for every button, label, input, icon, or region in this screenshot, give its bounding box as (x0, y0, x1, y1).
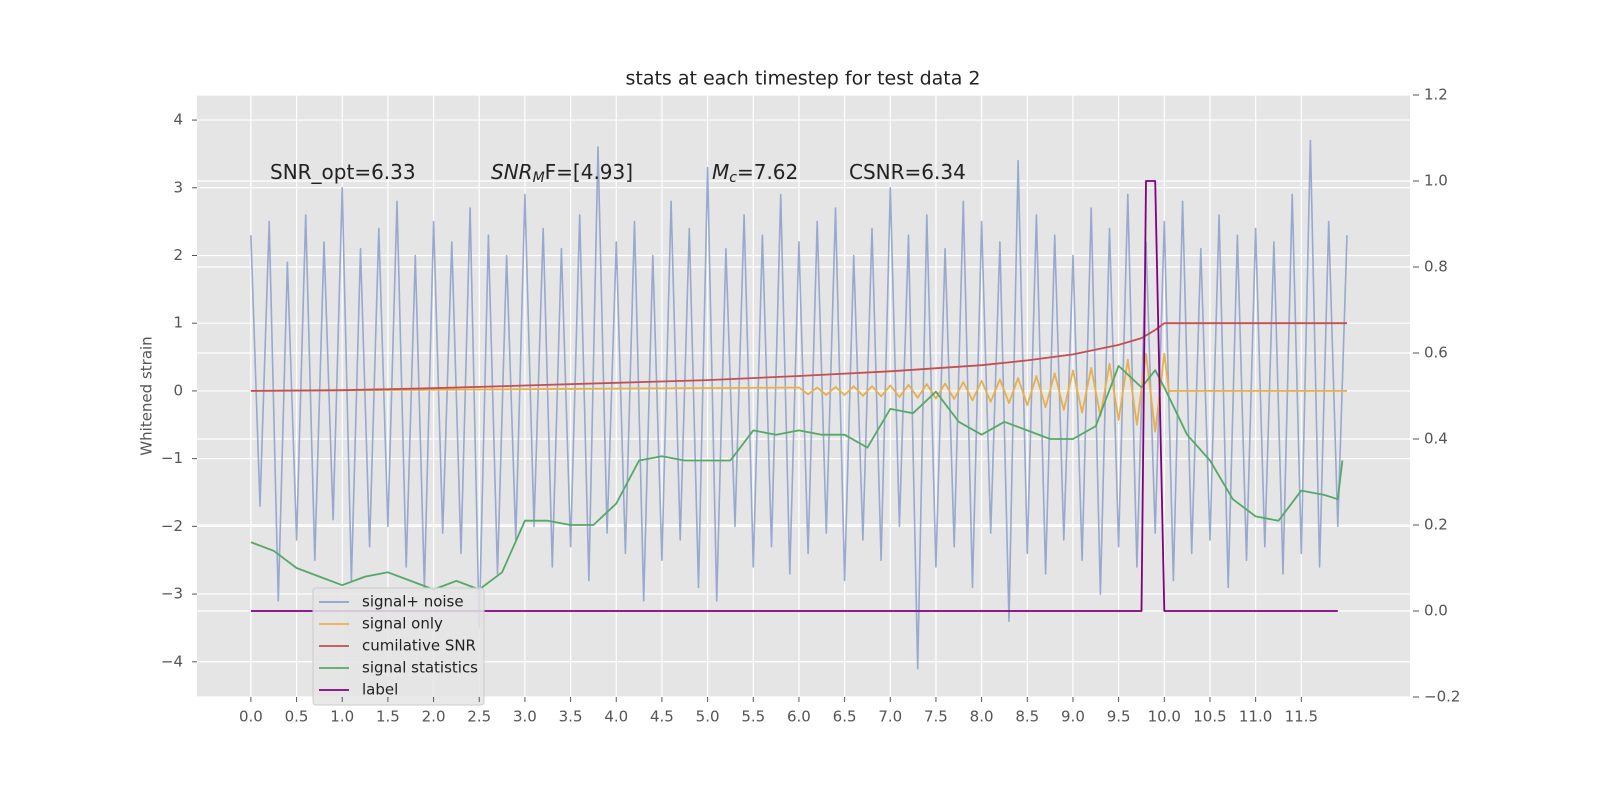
x-tick-label: 1.5 (376, 708, 400, 726)
y2-tick-label: −0.2 (1424, 688, 1460, 706)
y-tick-label: 4 (173, 111, 183, 129)
x-tick-label: 7.5 (924, 708, 948, 726)
legend-label: signal only (362, 615, 443, 633)
y-tick-label: −1 (161, 449, 183, 467)
x-tick-label: 2.5 (467, 708, 491, 726)
y-tick-label: −3 (161, 585, 183, 603)
legend-box (312, 587, 485, 706)
y2-tick-label: 1.2 (1424, 86, 1448, 104)
annotation-text: SNR_opt=6.33 (270, 160, 416, 184)
y-tick-label: −4 (161, 652, 183, 670)
x-tick-label: 8.5 (1015, 708, 1039, 726)
x-tick-label: 1.0 (330, 708, 354, 726)
annotation-text: M (712, 160, 729, 184)
y2-tick-label: 0.4 (1424, 430, 1448, 448)
x-tick-label: 8.0 (970, 708, 994, 726)
x-tick-label: 6.5 (833, 708, 857, 726)
y-axis-label: Whitened strain (138, 336, 156, 455)
legend-label: signal+ noise (362, 593, 464, 611)
x-tick-label: 0.0 (239, 708, 263, 726)
series-line (250, 139, 1348, 670)
x-tick-label: 10.5 (1193, 708, 1226, 726)
annotation-rest: =7.62 (737, 160, 798, 184)
x-tick-label: 10.0 (1148, 708, 1181, 726)
annotation-subscript: M (533, 170, 545, 186)
annotation-text: CSNR=6.34 (849, 160, 966, 184)
annotation: SNR_opt=6.33 (270, 160, 416, 184)
series-line (250, 180, 1338, 612)
x-tick-label: 5.0 (696, 708, 720, 726)
annotation-rest: F=[4.93] (545, 160, 633, 184)
chart-title: stats at each timestep for test data 2 (625, 68, 980, 90)
x-tick-label: 0.5 (285, 708, 309, 726)
x-tick-label: 4.0 (604, 708, 628, 726)
x-tick-label: 4.5 (650, 708, 674, 726)
annotation-subscript: c (729, 170, 737, 186)
marks (250, 139, 1348, 670)
legend-label: label (362, 681, 398, 699)
x-tick-label: 2.0 (422, 708, 446, 726)
x-tick-label: 6.0 (787, 708, 811, 726)
x-tick-label: 3.5 (559, 708, 583, 726)
legend-label: signal statistics (362, 659, 478, 677)
y-tick-label: 3 (173, 178, 183, 196)
y-tick-label: 0 (173, 381, 183, 399)
overlay: SNR_opt=6.33 SNRMF=[4.93] Mc=7.62 CSNR=6.34… (270, 160, 966, 706)
series-line (250, 322, 1347, 392)
x-tick-label: 3.0 (513, 708, 537, 726)
x-tick-label: 7.0 (878, 708, 902, 726)
series-line (250, 352, 1347, 433)
x-tick-label: 9.5 (1107, 708, 1131, 726)
y2-tick-label: 0.0 (1424, 602, 1448, 620)
y-tick-label: −2 (161, 517, 183, 535)
y-tick-label: 2 (173, 246, 183, 264)
annotation: CSNR=6.34 (849, 160, 966, 184)
legend-label: cumilative SNR (362, 637, 476, 655)
y2-tick-label: 0.8 (1424, 258, 1448, 276)
x-tick-label: 11.5 (1285, 708, 1318, 726)
x-tick-label: 5.5 (741, 708, 765, 726)
series-line (250, 365, 1344, 591)
y2-tick-label: 1.0 (1424, 172, 1448, 190)
x-tick-label: 11.0 (1239, 708, 1272, 726)
y2-tick-label: 0.2 (1424, 516, 1448, 534)
y2-tick-label: 0.6 (1424, 344, 1448, 362)
annotation-text: SNR (491, 160, 533, 184)
x-tick-label: 9.0 (1061, 708, 1085, 726)
y-tick-label: 1 (173, 314, 183, 332)
annotation: Mc=7.62 (712, 160, 798, 187)
annotation: SNRMF=[4.93] (491, 160, 633, 187)
